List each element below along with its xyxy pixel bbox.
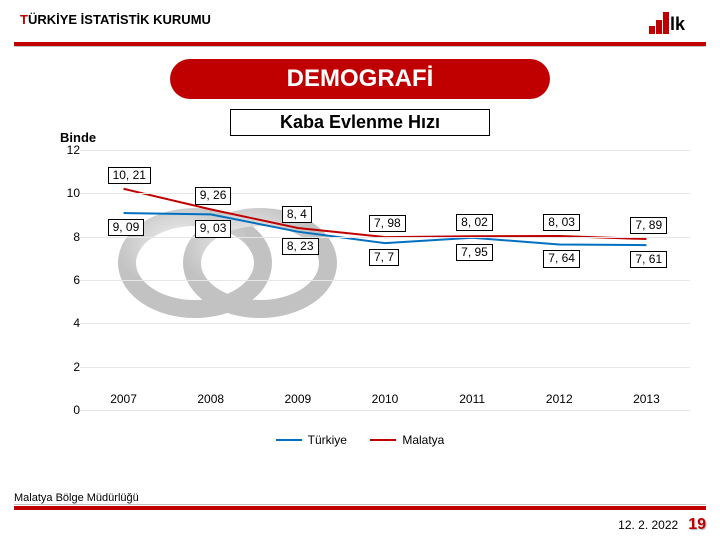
date-page: 12. 2. 2022 19 xyxy=(618,516,706,534)
y-tick: 2 xyxy=(50,360,80,374)
header-divider-thin xyxy=(14,46,706,47)
y-tick: 8 xyxy=(50,230,80,244)
y-tick: 12 xyxy=(50,143,80,157)
data-label: 9, 26 xyxy=(195,187,232,204)
x-tick: 2013 xyxy=(633,392,660,406)
footer-divider-red xyxy=(14,506,706,510)
data-label: 8, 4 xyxy=(282,206,312,223)
title-banner: DEMOGRAFİ xyxy=(170,59,550,99)
legend-line-2 xyxy=(370,439,396,441)
data-label: 8, 02 xyxy=(456,214,493,231)
legend-line-1 xyxy=(276,439,302,441)
legend-label-1: Türkiye xyxy=(308,433,347,447)
grid-line xyxy=(80,150,690,151)
plot: 9, 09 9, 03 8, 23 7, 7 7, 95 7, 64 7, 61 10, 21… xyxy=(80,150,690,410)
grid-line xyxy=(80,280,690,281)
x-tick: 2008 xyxy=(197,392,224,406)
grid-line xyxy=(80,193,690,194)
footer-divider-thin xyxy=(14,504,706,505)
data-label: 10, 21 xyxy=(108,167,151,184)
data-label: 7, 7 xyxy=(369,249,399,266)
page-title: DEMOGRAFİ xyxy=(287,65,434,92)
grid-line xyxy=(80,410,690,411)
grid-line xyxy=(80,237,690,238)
org-title: TÜRKİYE İSTATİSTİK KURUMU xyxy=(20,12,211,27)
data-label: 9, 09 xyxy=(108,219,145,236)
data-label: 7, 89 xyxy=(630,217,667,234)
legend: Türkiye Malatya xyxy=(20,430,700,447)
footer-office: Malatya Bölge Müdürlüğü xyxy=(14,492,706,504)
org-title-accent: T xyxy=(20,12,28,27)
x-tick: 2009 xyxy=(284,392,311,406)
data-label: 7, 95 xyxy=(456,244,493,261)
grid-line xyxy=(80,367,690,368)
x-tick: 2011 xyxy=(459,392,485,406)
x-tick: 2012 xyxy=(546,392,573,406)
tuik-logo: lk xyxy=(649,12,700,34)
org-title-rest: ÜRKİYE İSTATİSTİK KURUMU xyxy=(28,12,211,27)
grid-line xyxy=(80,323,690,324)
data-label: 7, 61 xyxy=(630,251,667,268)
footer-page: 19 xyxy=(688,516,706,534)
data-label: 8, 23 xyxy=(282,238,319,255)
x-tick: 2010 xyxy=(372,392,399,406)
svg-text:lk: lk xyxy=(670,14,686,34)
y-tick: 10 xyxy=(50,186,80,200)
data-label: 7, 98 xyxy=(369,215,406,232)
legend-item-turkey: Türkiye xyxy=(276,433,347,447)
legend-item-malatya: Malatya xyxy=(370,433,444,447)
header: TÜRKİYE İSTATİSTİK KURUMU lk xyxy=(0,0,720,40)
data-label: 9, 03 xyxy=(195,220,232,237)
data-label: 8, 03 xyxy=(543,214,580,231)
y-tick: 0 xyxy=(50,403,80,417)
legend-label-2: Malatya xyxy=(402,433,444,447)
x-tick: 2007 xyxy=(110,392,137,406)
chart-area: Binde 9, 099, 038, 237, 77, 957, 647, 61… xyxy=(20,130,700,480)
y-tick: 4 xyxy=(50,316,80,330)
data-label: 7, 64 xyxy=(543,250,580,267)
footer-date: 12. 2. 2022 xyxy=(618,518,678,532)
y-tick: 6 xyxy=(50,273,80,287)
